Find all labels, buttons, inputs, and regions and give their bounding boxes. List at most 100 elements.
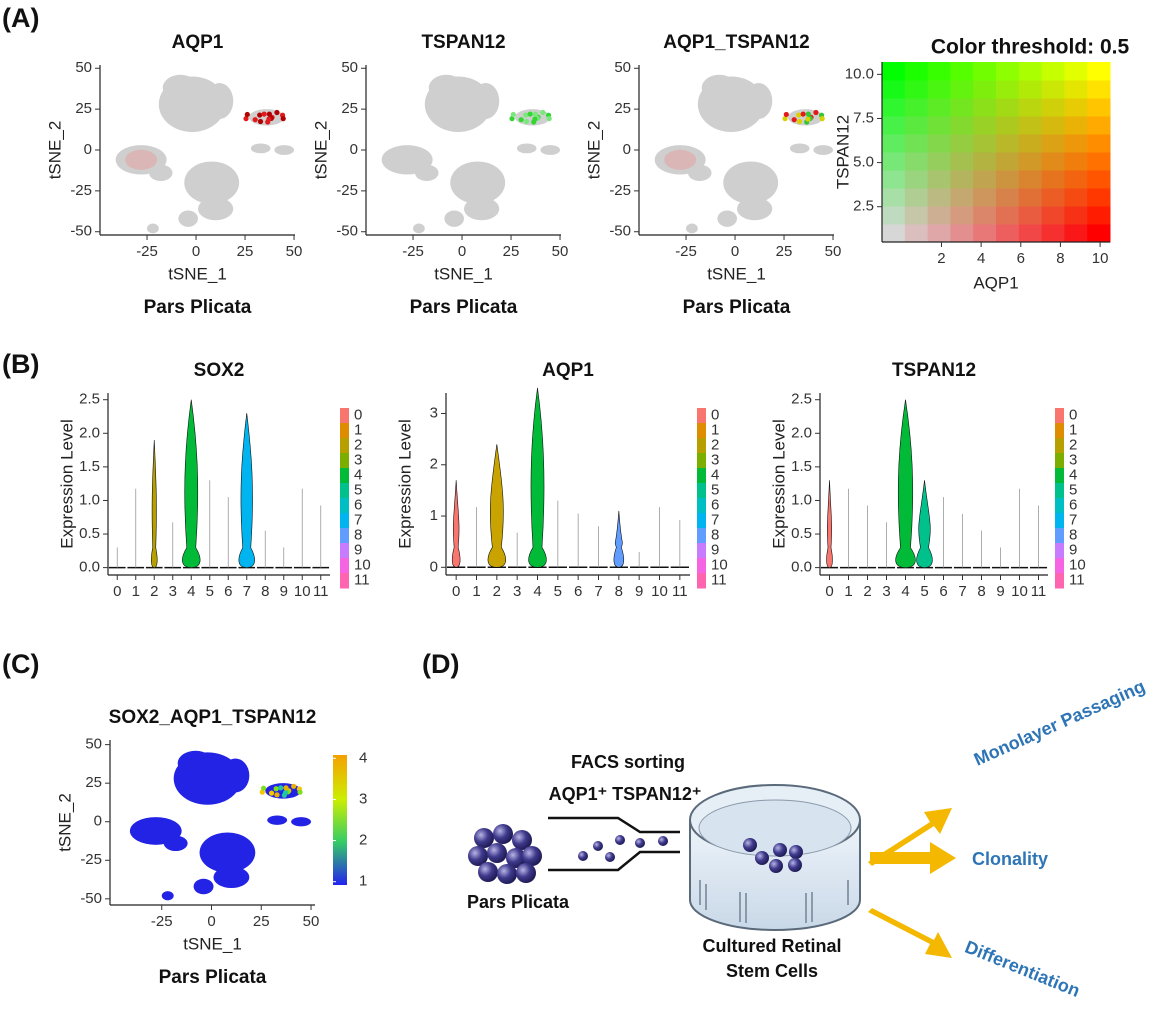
plot-title: AQP1_TSPAN12	[663, 32, 809, 53]
legend-label: 9	[354, 541, 362, 558]
expression-spot	[252, 117, 258, 123]
threshold-cell	[973, 188, 997, 207]
y-tick-label: 2.5	[79, 391, 100, 408]
threshold-cell	[950, 170, 974, 189]
sorting-channel	[548, 816, 680, 872]
legend-swatch	[697, 468, 706, 484]
x-tick-label: 4	[533, 583, 541, 600]
threshold-cell	[1018, 224, 1043, 243]
threshold-cell	[1018, 206, 1043, 225]
legend-swatch	[697, 558, 706, 574]
x-tick-label: 5	[920, 583, 928, 600]
threshold-cell	[1041, 188, 1065, 207]
legend-label: 5	[711, 481, 719, 498]
legend-swatch	[340, 453, 349, 469]
x-tick-label: 50	[825, 243, 842, 260]
threshold-cell	[1041, 98, 1065, 117]
threshold-cell	[1064, 206, 1088, 225]
threshold-cell	[904, 98, 929, 117]
cell-cloud	[686, 223, 698, 234]
expression-spot	[260, 785, 267, 791]
colorbar-label: 1	[359, 873, 367, 890]
expression-spot	[266, 111, 272, 117]
sorting-label: FACS sorting	[571, 752, 685, 772]
cell-cloud	[471, 82, 500, 119]
plot-caption: Pars Plicata	[159, 967, 267, 988]
x-tick-label: -25	[402, 243, 424, 260]
legend-label: 8	[1069, 526, 1077, 543]
threshold-cell	[1064, 224, 1088, 243]
threshold-cell	[1041, 62, 1065, 81]
expression-spot	[813, 109, 819, 116]
legend-swatch	[1055, 528, 1064, 544]
legend-label: 1	[354, 421, 362, 438]
y-tick-label: -25	[609, 182, 631, 199]
threshold-cell	[1087, 170, 1111, 189]
x-tick-label: 0	[452, 583, 460, 600]
violin	[182, 399, 201, 568]
y-tick-label: -50	[336, 223, 358, 240]
x-tick-label: 4	[977, 250, 985, 267]
expression-spot	[274, 109, 280, 116]
threshold-cell	[950, 98, 974, 117]
legend-label: 10	[1069, 556, 1086, 573]
x-axis-label: AQP1	[973, 273, 1018, 292]
y-tick-label: 7.5	[853, 109, 874, 126]
legend-label: 11	[711, 571, 727, 588]
workflow-illustration	[468, 784, 956, 958]
expression-spot	[796, 112, 802, 118]
y-tick-label: 1.0	[79, 491, 100, 508]
threshold-cell	[1018, 116, 1043, 135]
threshold-cell	[996, 116, 1020, 135]
legend-label: 5	[1069, 481, 1077, 498]
threshold-cell	[1087, 152, 1111, 171]
threshold-cell	[904, 224, 929, 243]
threshold-cell	[1018, 170, 1043, 189]
x-tick-label: 9	[996, 583, 1004, 600]
cell-cloud	[723, 161, 779, 204]
cell-cloud	[221, 758, 250, 793]
outcome-label: Monolayer Passaging	[971, 676, 1148, 770]
violin	[613, 510, 625, 568]
threshold-cell	[996, 134, 1020, 153]
threshold-cell	[1087, 116, 1111, 135]
cell-cloud	[540, 145, 561, 155]
expression-spot	[244, 111, 250, 118]
legend-label: 2	[1069, 436, 1077, 453]
cell-cloud	[162, 74, 198, 101]
expression-spot	[243, 116, 249, 122]
y-tick-label: 0.5	[79, 525, 100, 542]
expression-spot	[278, 785, 284, 791]
cell-cloud	[744, 82, 773, 119]
panel-label: (D)	[422, 649, 459, 679]
y-axis-label: Expression Level	[769, 419, 788, 548]
marker-label: AQP1⁺ TSPAN12⁺	[549, 784, 702, 804]
x-tick-label: 10	[651, 583, 668, 600]
expression-haze	[125, 149, 158, 170]
threshold-cell	[1087, 188, 1111, 207]
legend-label: 1	[711, 421, 719, 438]
expression-spot	[259, 789, 265, 795]
threshold-cell	[1041, 224, 1065, 243]
threshold-cell	[904, 62, 929, 81]
cell-cloud	[789, 143, 810, 154]
legend-label: 0	[711, 406, 719, 423]
expression-spot	[805, 111, 811, 117]
legend-swatch	[697, 423, 706, 439]
threshold-cell	[973, 80, 997, 99]
y-tick-label: 50	[85, 736, 102, 753]
x-tick-label: -25	[136, 243, 158, 260]
x-tick-label: 8	[261, 583, 269, 600]
source-label: Pars Plicata	[467, 892, 570, 912]
x-tick-label: 25	[503, 243, 520, 260]
threshold-cell	[1018, 188, 1043, 207]
colorbar-label: 3	[359, 790, 367, 807]
x-tick-label: 10	[1011, 583, 1028, 600]
threshold-cell	[1041, 80, 1065, 99]
expression-spot	[297, 789, 303, 795]
legend-swatch	[1055, 573, 1064, 589]
expression-spot	[257, 112, 263, 118]
y-tick-label: 10.0	[845, 65, 874, 82]
y-tick-label: -50	[70, 223, 92, 240]
